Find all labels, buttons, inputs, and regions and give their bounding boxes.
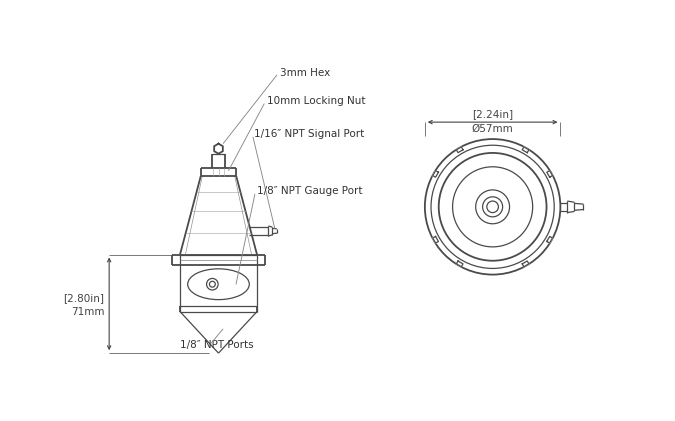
Text: 1/8″ NPT Gauge Port: 1/8″ NPT Gauge Port [257,187,362,197]
Text: Ø57mm: Ø57mm [472,124,514,134]
Polygon shape [547,237,552,243]
Polygon shape [456,147,463,153]
Text: [2.80in]: [2.80in] [63,293,105,304]
Polygon shape [547,171,552,177]
Polygon shape [522,147,529,153]
Polygon shape [433,237,439,243]
Polygon shape [456,261,463,266]
Text: [2.24in]: [2.24in] [472,109,513,120]
Text: 3mm Hex: 3mm Hex [280,68,330,78]
Polygon shape [433,171,439,177]
Text: 71mm: 71mm [71,306,105,317]
Polygon shape [522,261,529,266]
Text: 1/8″ NPT Ports: 1/8″ NPT Ports [180,341,254,350]
Text: 10mm Locking Nut: 10mm Locking Nut [267,96,366,107]
Text: 1/16″ NPT Signal Port: 1/16″ NPT Signal Port [254,129,364,139]
